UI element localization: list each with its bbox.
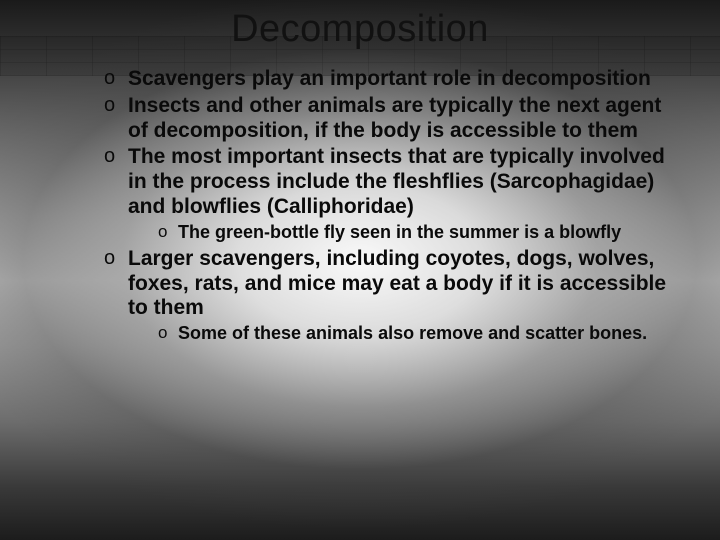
sub-bullet-item: The green-bottle fly seen in the summer … [158,222,672,243]
bullet-list: Scavengers play an important role in dec… [48,67,672,344]
sub-bullet-text: Some of these animals also remove and sc… [178,323,647,343]
bullet-text: Insects and other animals are typically … [128,94,661,142]
bullet-text: Larger scavengers, including coyotes, do… [128,247,666,320]
sub-bullet-list: Some of these animals also remove and sc… [128,323,672,344]
bullet-item: The most important insects that are typi… [104,145,672,243]
slide-container: Decomposition Scavengers play an importa… [0,0,720,540]
sub-bullet-list: The green-bottle fly seen in the summer … [128,222,672,243]
bullet-item: Insects and other animals are typically … [104,94,672,144]
bullet-text: The most important insects that are typi… [128,145,665,218]
sub-bullet-text: The green-bottle fly seen in the summer … [178,222,621,242]
bullet-item: Scavengers play an important role in dec… [104,67,672,92]
sub-bullet-item: Some of these animals also remove and sc… [158,323,672,344]
bullet-item: Larger scavengers, including coyotes, do… [104,247,672,345]
bullet-text: Scavengers play an important role in dec… [128,67,651,90]
slide-title: Decomposition [48,8,672,51]
